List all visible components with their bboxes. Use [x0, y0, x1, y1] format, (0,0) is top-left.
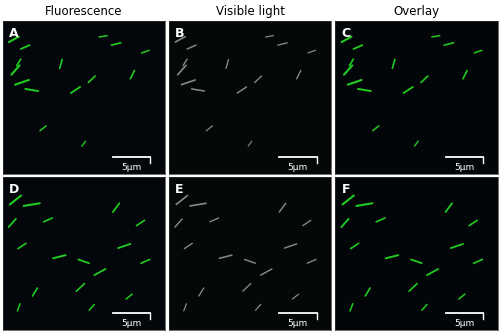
Text: F: F	[342, 183, 350, 196]
Text: A: A	[9, 27, 18, 40]
Text: C: C	[342, 27, 351, 40]
Text: E: E	[176, 183, 184, 196]
Text: 5μm: 5μm	[454, 319, 474, 328]
Text: Overlay: Overlay	[394, 5, 440, 18]
Text: 5μm: 5μm	[288, 319, 308, 328]
Text: D: D	[9, 183, 19, 196]
Text: 5μm: 5μm	[454, 163, 474, 172]
Text: B: B	[176, 27, 185, 40]
Text: Visible light: Visible light	[216, 5, 284, 18]
Text: Fluorescence: Fluorescence	[45, 5, 122, 18]
Text: 5μm: 5μm	[122, 163, 142, 172]
Text: 5μm: 5μm	[122, 319, 142, 328]
Text: 5μm: 5μm	[288, 163, 308, 172]
